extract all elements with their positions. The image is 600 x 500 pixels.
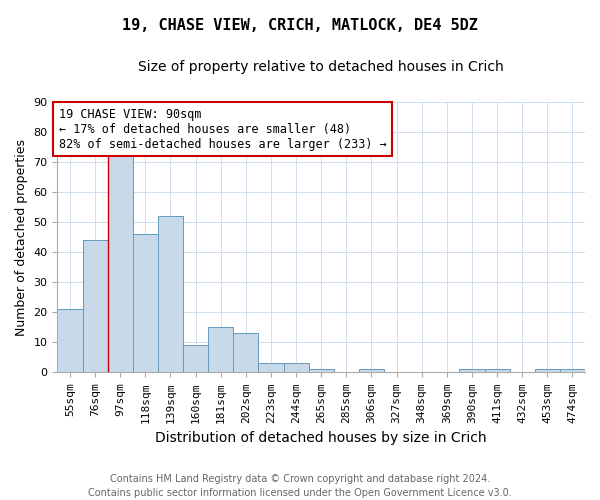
Bar — [133, 234, 158, 372]
Bar — [259, 364, 284, 372]
Bar — [560, 370, 585, 372]
Bar — [233, 334, 259, 372]
Bar — [535, 370, 560, 372]
Bar — [460, 370, 485, 372]
Y-axis label: Number of detached properties: Number of detached properties — [15, 138, 28, 336]
Bar — [107, 150, 133, 372]
Bar — [58, 309, 83, 372]
X-axis label: Distribution of detached houses by size in Crich: Distribution of detached houses by size … — [155, 431, 487, 445]
Bar — [359, 370, 384, 372]
Bar — [83, 240, 107, 372]
Title: Size of property relative to detached houses in Crich: Size of property relative to detached ho… — [139, 60, 504, 74]
Text: 19 CHASE VIEW: 90sqm
← 17% of detached houses are smaller (48)
82% of semi-detac: 19 CHASE VIEW: 90sqm ← 17% of detached h… — [59, 108, 386, 150]
Text: Contains HM Land Registry data © Crown copyright and database right 2024.
Contai: Contains HM Land Registry data © Crown c… — [88, 474, 512, 498]
Text: 19, CHASE VIEW, CRICH, MATLOCK, DE4 5DZ: 19, CHASE VIEW, CRICH, MATLOCK, DE4 5DZ — [122, 18, 478, 32]
Bar — [183, 346, 208, 372]
Bar — [158, 216, 183, 372]
Bar — [208, 328, 233, 372]
Bar — [485, 370, 509, 372]
Bar — [284, 364, 308, 372]
Bar — [308, 370, 334, 372]
